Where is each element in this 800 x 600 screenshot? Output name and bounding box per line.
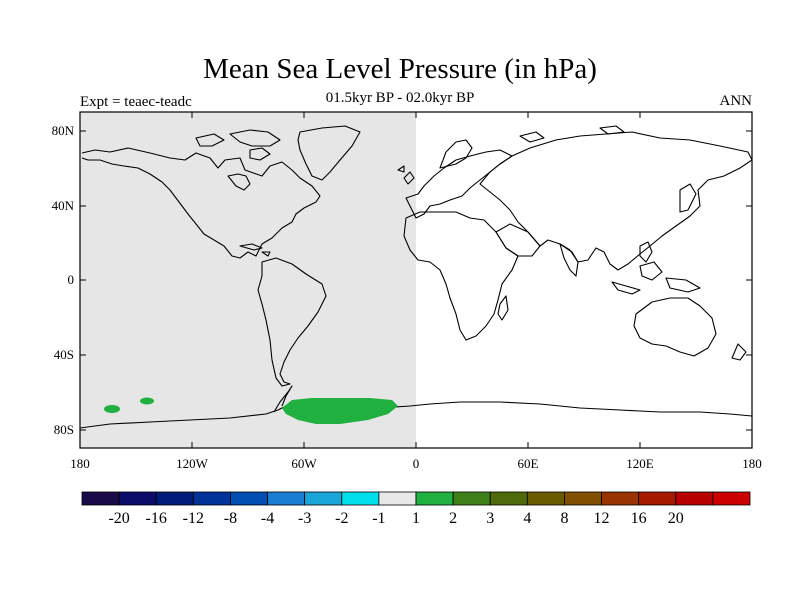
colorbar-swatch (304, 491, 343, 506)
lat-tick-label: 0 (68, 272, 75, 287)
lon-tick-label: 120E (626, 456, 654, 471)
colorbar-swatch (452, 491, 491, 506)
colorbar-label: 12 (594, 510, 610, 527)
lat-tick-label: 80N (52, 123, 75, 138)
colorbar-swatch (267, 491, 306, 506)
colorbar-swatch (564, 491, 602, 506)
colorbar-swatch (341, 491, 380, 506)
colorbar-swatch (489, 491, 528, 506)
lon-tick-label: 180 (70, 456, 90, 471)
anomaly-patch-ross-sea-west (104, 405, 120, 413)
lat-tick-label: 40N (52, 198, 75, 213)
greenland-coast (297, 125, 361, 181)
experiment-label: Expt = teaec-teadc (80, 94, 192, 110)
colorbar-label: -3 (298, 510, 311, 527)
colorbar-label: -20 (108, 510, 129, 527)
colorbar-swatch (675, 491, 714, 506)
lat-tick-label: 40S (54, 347, 74, 362)
africa-coast (403, 211, 519, 341)
shaded-western-hemisphere (80, 112, 416, 448)
colorbar-swatch (526, 491, 565, 506)
lon-tick-label: 0 (413, 456, 420, 471)
australia-coast (633, 297, 717, 357)
colorbar-label: -8 (224, 510, 237, 527)
colorbar-swatch (81, 491, 120, 506)
colorbar-swatch (118, 491, 157, 506)
colorbar-label: -4 (261, 510, 274, 527)
europe-coast (405, 149, 513, 219)
longitude-axis (79, 112, 753, 448)
colorbar-swatch (601, 491, 640, 506)
colorbar-label: -16 (146, 510, 167, 527)
colorbar-swatch (192, 491, 231, 506)
lon-tick-label: 180 (742, 456, 762, 471)
south-america-coast (257, 257, 327, 387)
colorbar-label: 1 (412, 510, 420, 527)
colorbar-label: 2 (449, 510, 457, 527)
season-label: ANN (719, 93, 753, 109)
colorbar-swatch (378, 491, 417, 506)
colorbar-label: -12 (183, 510, 204, 527)
colorbar-label: -1 (372, 510, 385, 527)
colorbar-label: -2 (335, 510, 348, 527)
colorbar-label: 8 (560, 510, 568, 527)
lat-tick-label: 80S (54, 422, 74, 437)
colorbar-swatch (712, 491, 751, 506)
colorbar-swatch (415, 491, 454, 506)
positive-anomaly-regions (104, 397, 398, 424)
colorbar-swatch (638, 491, 677, 506)
asia-coast (479, 131, 752, 271)
colorbar-label: 16 (631, 510, 647, 527)
colorbar-label: 3 (486, 510, 494, 527)
colorbar-swatch (230, 491, 268, 506)
anomaly-patch-weddell-sea (282, 398, 398, 424)
north-america-coast (81, 147, 321, 259)
latitude-axis (80, 130, 752, 431)
colorbar-swatch (155, 491, 194, 506)
map-subtitle: 01.5kyr BP - 02.0kyr BP (325, 90, 475, 106)
colorbar-label: 4 (523, 510, 531, 527)
lon-tick-label: 60E (518, 456, 539, 471)
lon-tick-label: 120W (176, 456, 209, 471)
anomaly-patch-ross-sea-east (140, 397, 154, 405)
colorbar-label: 20 (668, 510, 684, 527)
map-title: Mean Sea Level Pressure (in hPa) (203, 53, 597, 85)
colorbar: -20 -16 -12 -8 -4 -3 -2 -1 1 2 3 4 8 12 16 20 (81, 491, 751, 527)
lon-tick-label: 60W (291, 456, 317, 471)
